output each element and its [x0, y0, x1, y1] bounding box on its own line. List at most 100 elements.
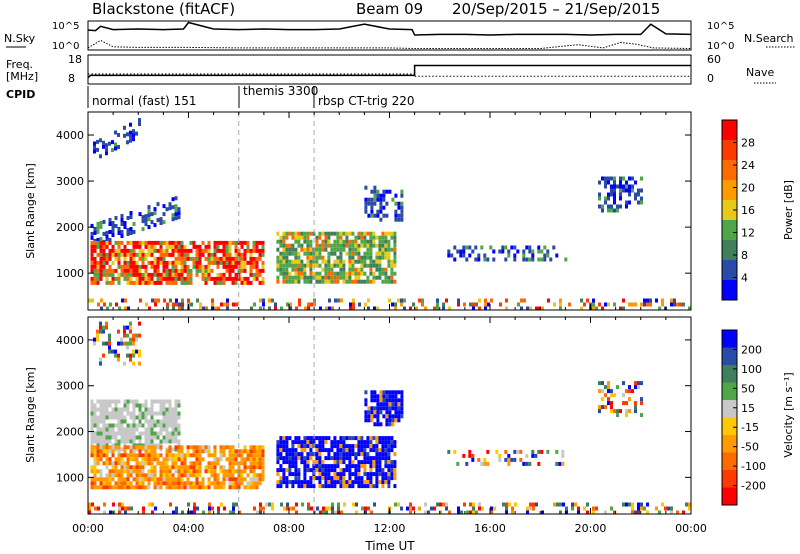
freq-left-unit: [MHz]	[6, 70, 38, 83]
noise-plot-lines	[87, 21, 692, 49]
freq-right-label: Nave	[746, 66, 774, 79]
power-colorbar: 4 8 12 16 20 24 28	[721, 119, 755, 301]
colorbar-tick-label: 50	[741, 382, 755, 395]
freq-right-tick-bottom: 0	[707, 72, 714, 85]
cpid-segment-0: normal (fast) 151	[92, 94, 196, 108]
velocity-axis: 1000 2000 3000 4000	[56, 317, 692, 514]
colorbar-tick-label: 8	[741, 249, 748, 262]
freq-plot-lines	[87, 64, 691, 79]
velocity-heatmap	[88, 317, 691, 515]
x-tick-label: 12:00	[374, 522, 406, 535]
colorbar-tick-label: 28	[741, 137, 755, 150]
y-tick-label: 3000	[56, 380, 84, 393]
power-heatmap	[88, 112, 691, 311]
noise-left-tick-top: 10^5	[52, 21, 79, 32]
colorbar-tick-label: -200	[741, 480, 766, 493]
station-title: Blackstone (fitACF)	[92, 0, 235, 18]
noise-panel-frame	[87, 20, 692, 51]
colorbar-swatch	[722, 140, 737, 160]
velocity-colorbar-label: Velocity [m s⁻¹]	[782, 372, 795, 457]
echo-region-6	[598, 381, 643, 418]
y-tick-label: 4000	[56, 334, 84, 347]
y-tick-label: 4000	[56, 129, 84, 142]
x-tick-label: 04:00	[173, 522, 205, 535]
cpid-segment-2: rbsp CT-trig 220	[318, 94, 414, 108]
colorbar-tick-label: 20	[741, 182, 755, 195]
echo-region-1	[93, 118, 141, 159]
colorbar-swatch	[722, 260, 737, 280]
y-tick-label: 1000	[56, 471, 84, 484]
colorbar-swatch	[722, 470, 737, 488]
colorbar-swatch	[722, 347, 737, 365]
freq-left-tick-top: 18	[68, 53, 82, 66]
echo-region-2	[90, 240, 265, 285]
freq-left-tick-bottom: 8	[68, 72, 75, 85]
colorbar-tick-label: 100	[741, 363, 762, 376]
echo-region-6	[598, 176, 643, 213]
power-axis: 1000 2000 3000 4000	[56, 112, 692, 310]
colorbar-swatch	[722, 382, 737, 400]
echo-region-5	[447, 245, 568, 262]
date-range: 20/Sep/2015 – 21/Sep/2015	[452, 0, 660, 18]
noise-left-tick-bottom: 10^0	[52, 41, 79, 52]
echo-region-0	[90, 399, 181, 452]
echo-region-1	[93, 321, 141, 366]
freq-series-0	[87, 64, 691, 79]
colorbar-tick-label: 200	[741, 343, 762, 356]
colorbar-swatch	[722, 365, 737, 383]
noise-series-1	[87, 39, 692, 49]
y-tick-label: 3000	[56, 175, 84, 188]
noise-left-label: N.Sky	[4, 32, 36, 45]
beam-label: Beam 09	[356, 0, 423, 18]
echo-region-4	[364, 185, 404, 222]
colorbar-swatch	[722, 452, 737, 470]
x-tick-label: 00:00	[675, 522, 707, 535]
colorbar-swatch	[722, 240, 737, 260]
echo-region-3	[276, 436, 397, 489]
colorbar-tick-label: 4	[741, 272, 748, 285]
echo-region-7	[88, 298, 691, 311]
cpid-label: CPID	[6, 88, 35, 101]
time-axis-labels: 00:00 04:00 08:00 12:00 16:00 20:00 00:00	[72, 522, 707, 535]
colorbar-swatch	[722, 220, 737, 240]
noise-right-label: N.Search	[744, 32, 794, 45]
colorbar-tick-label: -15	[741, 421, 759, 434]
colorbar-tick-label: -100	[741, 460, 766, 473]
colorbar-swatch	[722, 120, 737, 140]
freq-left-label: Freq.	[6, 58, 33, 71]
cpid-segment-1: themis 3300	[243, 84, 318, 98]
echo-region-2	[90, 445, 265, 490]
colorbar-swatch	[722, 487, 737, 505]
colorbar-tick-label: 12	[741, 227, 755, 240]
velocity-ylabel: Slant Range [km]	[24, 367, 37, 463]
noise-series-0	[87, 21, 692, 36]
colorbar-swatch	[722, 417, 737, 435]
colorbar-tick-label: 15	[741, 402, 755, 415]
freq-right-tick-top: 60	[707, 53, 721, 66]
time-axis-title: Time UT	[364, 539, 415, 553]
x-tick-label: 16:00	[474, 522, 506, 535]
echo-region-4	[364, 390, 404, 427]
colorbar-swatch	[722, 400, 737, 418]
noise-right-tick-bottom: 10^0	[707, 41, 734, 52]
x-tick-label: 08:00	[273, 522, 305, 535]
colorbar-swatch	[722, 330, 737, 348]
velocity-colorbar: -200 -100 -50 -15 15 50 100 200	[721, 329, 766, 506]
echo-region-7	[88, 502, 691, 515]
power-ylabel: Slant Range [km]	[24, 163, 37, 259]
echo-region-0	[90, 196, 181, 247]
colorbar-swatch	[722, 200, 737, 220]
colorbar-swatch	[722, 180, 737, 200]
y-tick-label: 1000	[56, 267, 84, 280]
x-tick-label: 00:00	[72, 522, 104, 535]
x-tick-label: 20:00	[575, 522, 607, 535]
colorbar-swatch	[722, 280, 737, 300]
colorbar-swatch	[722, 160, 737, 180]
freq-panel-frame	[87, 54, 692, 85]
colorbar-tick-label: 24	[741, 159, 755, 172]
colorbar-swatch	[722, 435, 737, 453]
y-tick-label: 2000	[56, 426, 84, 439]
power-colorbar-label: Power [dB]	[782, 180, 795, 240]
colorbar-tick-label: 16	[741, 204, 755, 217]
